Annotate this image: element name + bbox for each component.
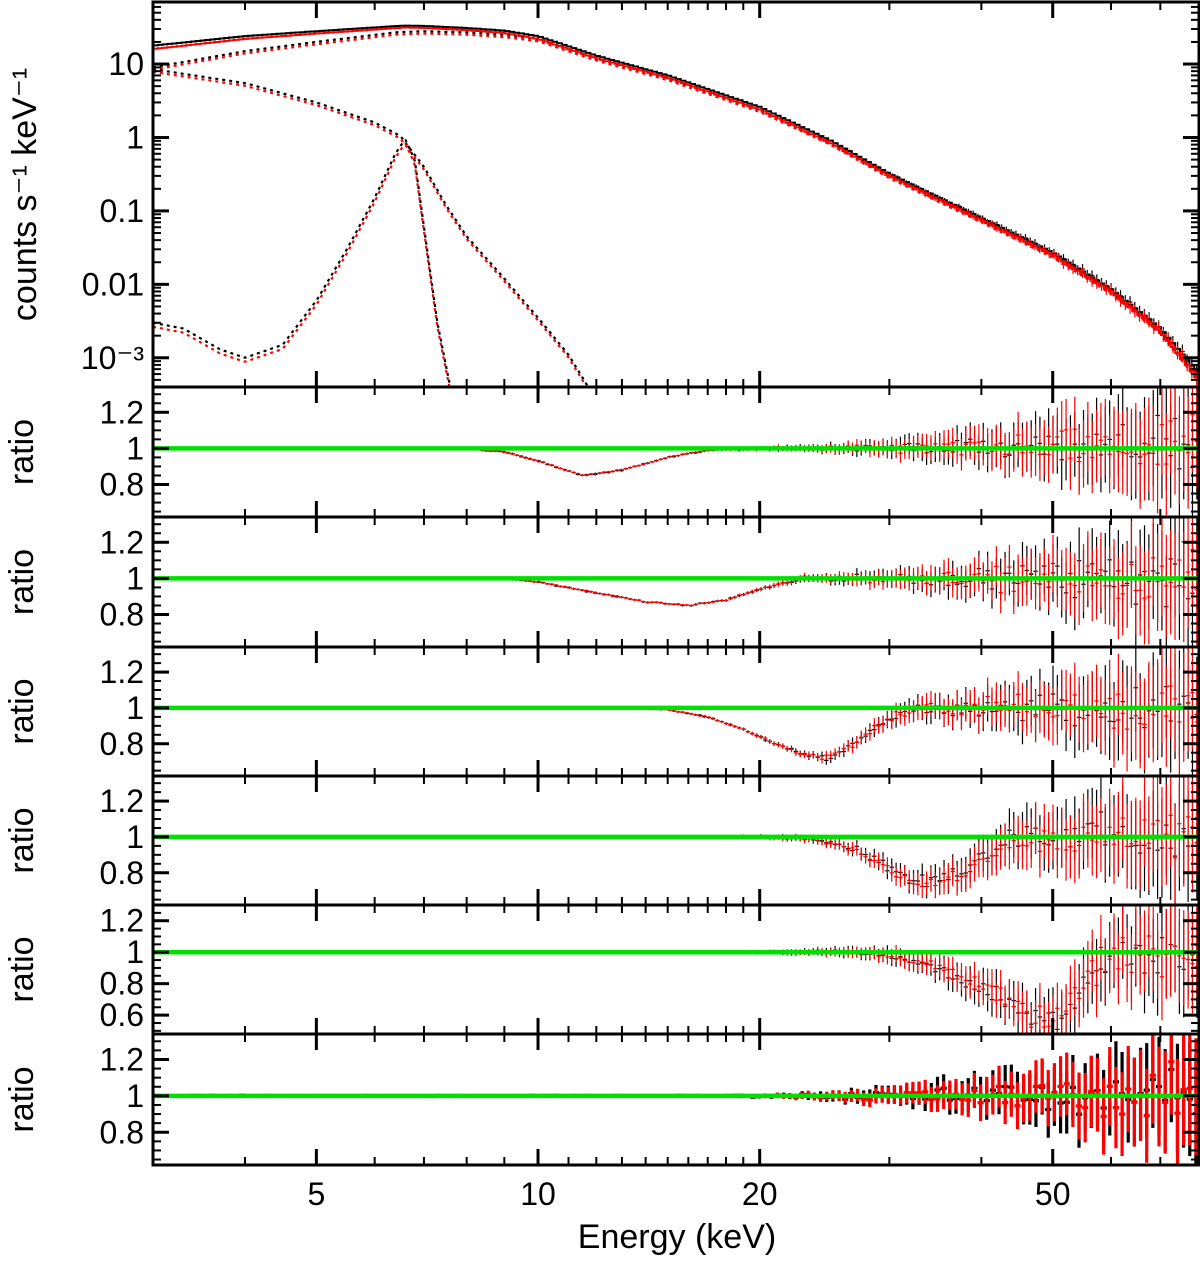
ratio-2-points-fpma xyxy=(153,517,1199,647)
spectrum-plot-area xyxy=(153,24,1199,387)
soft-component-fpma-path xyxy=(153,68,590,387)
data-points-fpmb xyxy=(153,26,1199,386)
thermal-component-fpmb-path xyxy=(153,32,1199,383)
ratio-4-plot-area xyxy=(153,776,1199,905)
line-component-fpma-path xyxy=(153,138,452,387)
ratio-5-points-fpma xyxy=(153,905,1199,1034)
line-component-fpmb-path xyxy=(153,142,451,387)
ratio-4-points-fpma xyxy=(153,776,1199,905)
ratio-5-plot-area xyxy=(153,905,1199,1034)
ratio-3-plot-area xyxy=(153,647,1199,776)
soft-component-fpmb xyxy=(153,70,588,387)
ratio-3-points-fpma xyxy=(153,647,1199,775)
thermal-component-fpmb xyxy=(153,32,1199,383)
ratio-1-plot-area xyxy=(153,387,1199,517)
data-layer xyxy=(153,24,1199,1165)
soft-component-fpmb-path xyxy=(153,70,588,387)
soft-component-fpma xyxy=(153,68,590,387)
ratio-2-plot-area xyxy=(153,517,1199,647)
ratio-1-points-fpmb xyxy=(153,387,1199,516)
line-component-fpmb xyxy=(153,142,451,387)
line-component-fpma xyxy=(153,138,452,387)
ratio-1-points-fpma xyxy=(153,387,1199,517)
data-points-fpma xyxy=(153,25,1199,380)
